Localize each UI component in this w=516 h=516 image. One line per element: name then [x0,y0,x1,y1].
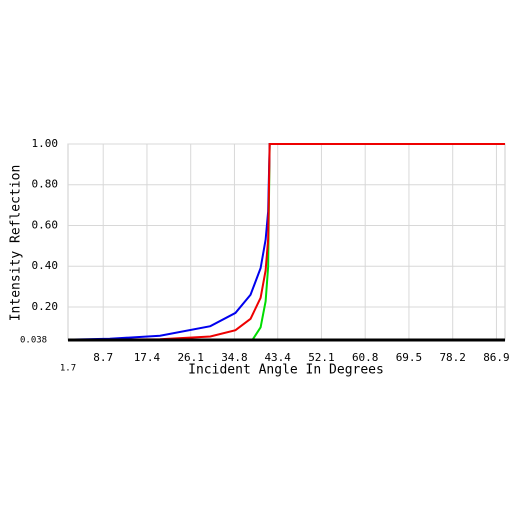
y-tick-label: 0.20 [32,300,59,313]
x-tick-label: 78.2 [439,351,466,364]
x-tick-label: 1.7 [60,364,76,374]
x-tick-label: 17.4 [134,351,161,364]
y-tick-label: 0.038 [20,336,47,346]
x-tick-label: 52.1 [308,351,335,364]
y-tick-label: 0.80 [32,178,59,191]
x-tick-label: 43.4 [264,351,291,364]
plot-area [67,143,506,341]
y-tick-label: 0.60 [32,218,59,231]
y-tick-label: 1.00 [32,137,59,150]
x-axis-label: Incident Angle In Degrees [188,363,384,378]
x-tick-label: 26.1 [177,351,204,364]
x-tick-label: 8.7 [93,351,113,364]
x-tick-label: 34.8 [221,351,248,364]
x-tick-label: 86.9 [483,351,510,364]
y-tick-label: 0.40 [32,259,59,272]
x-tick-label: 69.5 [396,351,423,364]
x-tick-label: 60.8 [352,351,379,364]
y-axis-label: Intensity Reflection [9,165,24,322]
